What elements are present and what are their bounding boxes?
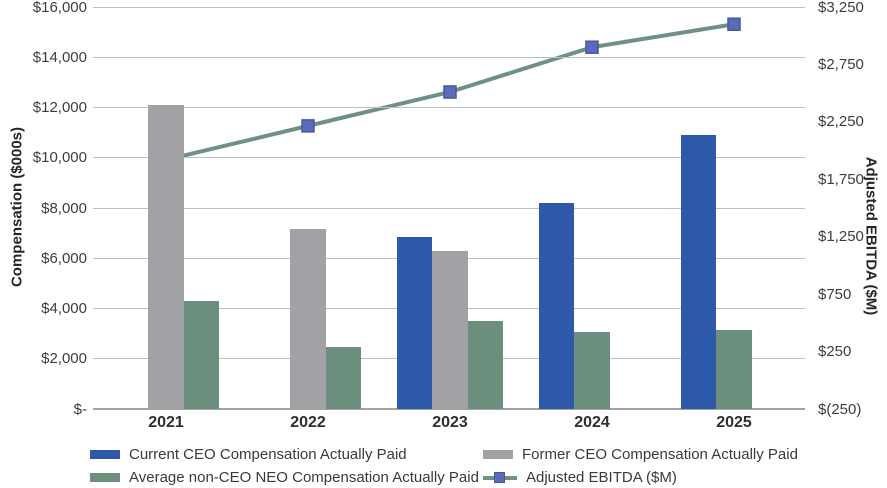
legend-item-former-ceo: Former CEO Compensation Actually Paid	[483, 445, 798, 463]
bar-current-ceo-2025	[680, 135, 717, 409]
x-axis-label-2025: 2025	[716, 414, 752, 431]
bar-current-ceo-2024	[538, 202, 575, 409]
legend-swatch-adjusted-ebitda	[483, 471, 517, 484]
legend-swatch-avg-non-ceo-neo	[90, 472, 120, 482]
bar-current-ceo-2023	[396, 236, 433, 409]
right-axis-tick: $2,750	[818, 55, 864, 73]
left-axis-tick: $14,000	[32, 48, 87, 66]
bar-avg-non-ceo-neo-2025	[716, 329, 752, 409]
legend-label-current-ceo: Current CEO Compensation Actually Paid	[129, 445, 407, 463]
x-axis-label-2023: 2023	[432, 414, 468, 431]
legend-swatch-former-ceo	[483, 449, 513, 459]
bar-former-ceo-2021	[148, 104, 184, 409]
ebitda-marker-2024	[585, 40, 599, 54]
right-axis-tick: $(250)	[818, 400, 862, 418]
right-axis-tick: $1,250	[818, 228, 864, 246]
x-axis-line	[93, 408, 805, 410]
x-axis-label-2021: 2021	[148, 414, 184, 431]
left-axis-tick: $16,000	[32, 0, 87, 16]
right-axis-tick: $3,250	[818, 0, 864, 16]
bar-former-ceo-2023	[432, 250, 468, 409]
left-axis-tick: $12,000	[32, 99, 87, 116]
left-axis-tick: $4,000	[41, 300, 87, 317]
ebitda-marker-2023	[443, 85, 457, 99]
bar-avg-non-ceo-neo-2021	[183, 300, 220, 409]
x-axis-label-2022: 2022	[290, 414, 326, 431]
left-axis-tick: $10,000	[32, 149, 87, 167]
bar-former-ceo-2022	[290, 229, 326, 409]
ebitda-marker-2022	[301, 119, 315, 133]
bar-avg-non-ceo-neo-2023	[467, 321, 504, 409]
bar-avg-non-ceo-neo-2022	[325, 347, 362, 409]
right-axis-tick: $750	[818, 285, 852, 303]
gridline	[93, 207, 805, 209]
bar-avg-non-ceo-neo-2024	[574, 332, 610, 409]
legend-item-avg-non-ceo-neo: Average non-CEO NEO Compensation Actuall…	[90, 468, 479, 486]
legend-marker-glyph	[494, 471, 505, 483]
legend-label-adjusted-ebitda: Adjusted EBITDA ($M)	[526, 468, 677, 486]
legend-label-avg-non-ceo-neo: Average non-CEO NEO Compensation Actuall…	[129, 468, 479, 486]
left-axis-tick: $2,000	[41, 350, 87, 368]
ebitda-marker-2025	[727, 17, 741, 31]
legend-item-current-ceo: Current CEO Compensation Actually Paid	[90, 445, 407, 463]
legend-item-adjusted-ebitda: Adjusted EBITDA ($M)	[483, 468, 677, 486]
left-axis-tick: $-	[73, 400, 87, 418]
gridline	[93, 6, 805, 8]
gridline	[93, 56, 805, 58]
legend-label-former-ceo: Former CEO Compensation Actually Paid	[522, 445, 798, 463]
gridline	[93, 157, 805, 159]
ebitda-line	[165, 22, 735, 162]
x-axis-label-2024: 2024	[574, 414, 610, 431]
right-axis-tick: $2,250	[818, 113, 864, 131]
right-axis-tick: $250	[818, 343, 852, 361]
left-axis-tick: $6,000	[41, 249, 87, 267]
right-axis-tick: $1,750	[818, 170, 864, 188]
gridline	[93, 107, 805, 108]
left-axis-tick: $8,000	[41, 199, 87, 217]
legend-swatch-current-ceo	[90, 449, 120, 459]
